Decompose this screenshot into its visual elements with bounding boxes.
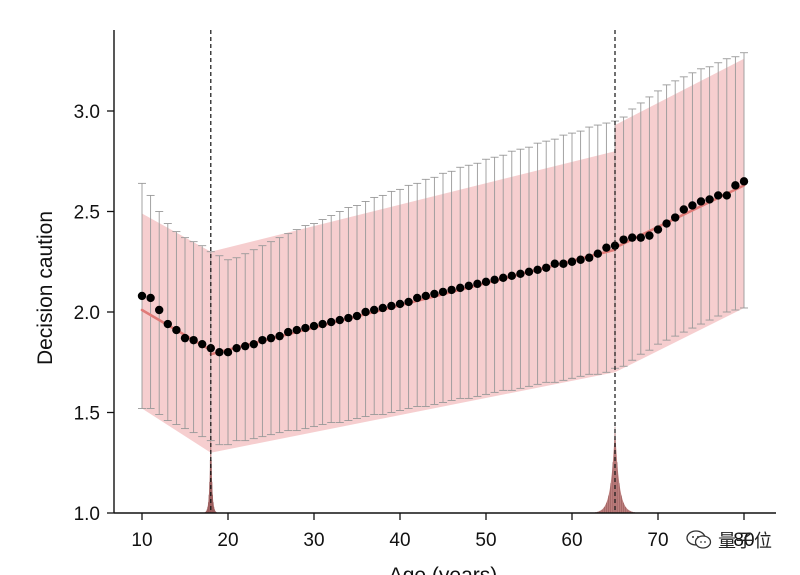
x-tick-label: 30 bbox=[303, 530, 324, 551]
data-point bbox=[662, 219, 671, 228]
data-point bbox=[507, 271, 516, 281]
data-point bbox=[722, 191, 731, 200]
data-point bbox=[301, 323, 310, 333]
data-point bbox=[602, 243, 611, 252]
breakpoint-lines bbox=[210, 30, 616, 513]
data-point bbox=[155, 305, 164, 315]
y-tick-label: 2.0 bbox=[74, 303, 100, 324]
data-point bbox=[189, 335, 198, 345]
data-point bbox=[198, 339, 207, 349]
data-point bbox=[180, 333, 190, 343]
data-point bbox=[258, 335, 267, 345]
data-point bbox=[327, 317, 336, 327]
data-point bbox=[593, 249, 602, 258]
data-point bbox=[163, 319, 172, 329]
x-tick-label: 80 bbox=[733, 530, 754, 551]
y-tick-label: 1.5 bbox=[74, 404, 100, 425]
data-point bbox=[404, 297, 413, 307]
data-point bbox=[413, 293, 422, 303]
data-point bbox=[378, 303, 387, 313]
y-axis-label: Decision caution bbox=[34, 211, 57, 365]
data-point bbox=[146, 293, 155, 303]
data-point bbox=[352, 311, 362, 321]
data-point bbox=[628, 233, 637, 242]
y-tick-label: 3.0 bbox=[74, 102, 100, 123]
data-point bbox=[533, 265, 542, 274]
data-point bbox=[395, 299, 405, 309]
data-point bbox=[344, 313, 353, 323]
y-ticks: 1.0 1.5 2.0 2.5 3.0 bbox=[74, 102, 114, 525]
x-tick-label: 40 bbox=[389, 530, 410, 551]
data-point bbox=[430, 289, 439, 299]
data-point bbox=[421, 291, 430, 301]
data-point bbox=[481, 277, 491, 287]
data-point bbox=[464, 281, 473, 291]
data-point bbox=[137, 291, 147, 301]
data-point bbox=[275, 331, 284, 341]
data-point bbox=[499, 273, 508, 283]
data-point bbox=[619, 235, 628, 244]
x-tick-label: 10 bbox=[131, 530, 152, 551]
x-tick-label: 20 bbox=[217, 530, 238, 551]
data-point bbox=[731, 181, 740, 190]
data-point bbox=[438, 287, 448, 297]
data-point bbox=[610, 241, 620, 250]
data-point bbox=[559, 259, 568, 268]
data-point bbox=[318, 319, 327, 329]
data-point bbox=[542, 263, 551, 272]
watermark: 量子位 bbox=[686, 527, 772, 553]
y-tick-label: 1.0 bbox=[74, 504, 100, 525]
data-point bbox=[679, 205, 688, 214]
data-point bbox=[696, 197, 706, 206]
watermark-text: 量子位 bbox=[718, 531, 772, 552]
data-point bbox=[249, 339, 258, 349]
data-point bbox=[567, 257, 577, 266]
data-point bbox=[473, 279, 482, 289]
x-tick-label: 60 bbox=[561, 530, 582, 551]
x-axis-label: Age (years) bbox=[389, 564, 498, 575]
data-points bbox=[137, 177, 749, 357]
data-point bbox=[714, 191, 723, 200]
data-point bbox=[524, 267, 534, 276]
data-point bbox=[653, 225, 663, 234]
data-point bbox=[636, 233, 645, 242]
fit-segment-3 bbox=[613, 184, 746, 249]
data-point bbox=[576, 255, 585, 264]
data-point bbox=[215, 348, 224, 357]
data-point bbox=[490, 275, 499, 285]
data-point bbox=[645, 231, 654, 240]
data-point bbox=[241, 341, 250, 351]
data-point bbox=[223, 348, 233, 357]
data-point bbox=[266, 333, 276, 343]
data-point bbox=[387, 301, 396, 311]
data-point bbox=[172, 325, 181, 335]
data-point bbox=[447, 285, 456, 295]
data-point bbox=[516, 269, 525, 279]
data-point bbox=[585, 253, 594, 262]
x-tick-label: 70 bbox=[647, 530, 668, 551]
data-point bbox=[335, 315, 344, 325]
data-point bbox=[309, 321, 319, 331]
data-point bbox=[456, 283, 465, 293]
x-tick-label: 50 bbox=[475, 530, 496, 551]
data-point bbox=[739, 177, 749, 186]
data-point bbox=[550, 259, 559, 268]
y-tick-label: 2.5 bbox=[74, 203, 100, 224]
x-ticks: 10 20 30 40 50 60 70 80 bbox=[131, 513, 755, 551]
data-point bbox=[292, 325, 301, 335]
data-point bbox=[361, 307, 370, 317]
data-point bbox=[705, 195, 714, 204]
data-point bbox=[688, 201, 697, 210]
data-point bbox=[232, 343, 241, 353]
data-point bbox=[284, 327, 293, 337]
data-point bbox=[370, 305, 379, 315]
wechat-logo-icon bbox=[686, 530, 712, 549]
data-point bbox=[671, 213, 680, 222]
